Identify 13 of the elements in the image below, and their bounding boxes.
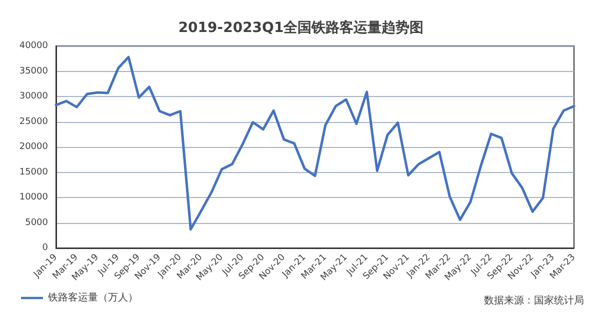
line-series [54,56,576,231]
y-tick-label: 15000 [19,167,48,178]
y-tick-label: 40000 [19,41,48,51]
legend-label: 铁路客运量（万人） [47,292,138,304]
y-tick-label: 10000 [19,192,48,202]
chart-title: 2019-2023Q1全国铁路客运量趋势图 [178,19,424,36]
y-tick-label: 35000 [19,66,48,76]
y-tick-label: 30000 [19,92,48,102]
y-tick-label: 5000 [25,218,48,228]
y-tick-label: 25000 [19,116,48,127]
source-note: 数据来源：国家统计局 [484,294,584,306]
y-tick-label: 0 [42,243,48,253]
y-tick-label: 20000 [19,142,48,152]
